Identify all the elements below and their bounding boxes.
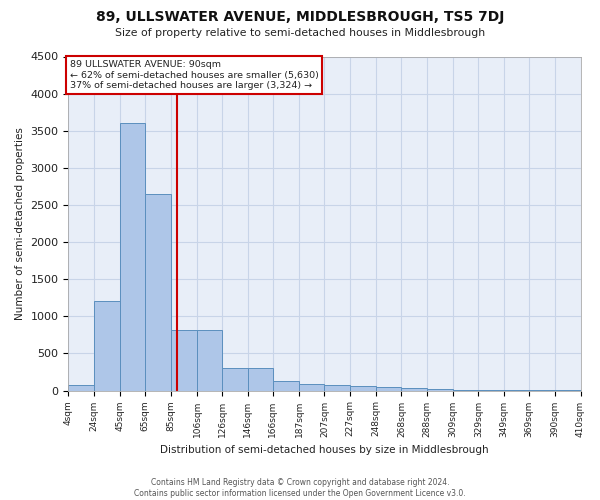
Bar bbox=[401, 388, 427, 390]
Bar bbox=[350, 386, 376, 390]
Bar bbox=[299, 384, 325, 390]
Y-axis label: Number of semi-detached properties: Number of semi-detached properties bbox=[15, 127, 25, 320]
Bar bbox=[427, 389, 453, 390]
Text: 89 ULLSWATER AVENUE: 90sqm
← 62% of semi-detached houses are smaller (5,630)
37%: 89 ULLSWATER AVENUE: 90sqm ← 62% of semi… bbox=[70, 60, 319, 90]
Bar bbox=[222, 368, 248, 390]
Text: 89, ULLSWATER AVENUE, MIDDLESBROUGH, TS5 7DJ: 89, ULLSWATER AVENUE, MIDDLESBROUGH, TS5… bbox=[96, 10, 504, 24]
Bar bbox=[325, 386, 350, 390]
Bar bbox=[170, 330, 197, 390]
Bar bbox=[197, 330, 222, 390]
Text: Contains HM Land Registry data © Crown copyright and database right 2024.
Contai: Contains HM Land Registry data © Crown c… bbox=[134, 478, 466, 498]
Bar bbox=[273, 381, 299, 390]
Bar bbox=[145, 194, 170, 390]
Bar bbox=[68, 385, 94, 390]
Bar bbox=[120, 124, 145, 390]
Bar bbox=[94, 302, 120, 390]
X-axis label: Distribution of semi-detached houses by size in Middlesbrough: Distribution of semi-detached houses by … bbox=[160, 445, 489, 455]
Bar bbox=[376, 387, 401, 390]
Bar bbox=[248, 368, 273, 390]
Text: Size of property relative to semi-detached houses in Middlesbrough: Size of property relative to semi-detach… bbox=[115, 28, 485, 38]
